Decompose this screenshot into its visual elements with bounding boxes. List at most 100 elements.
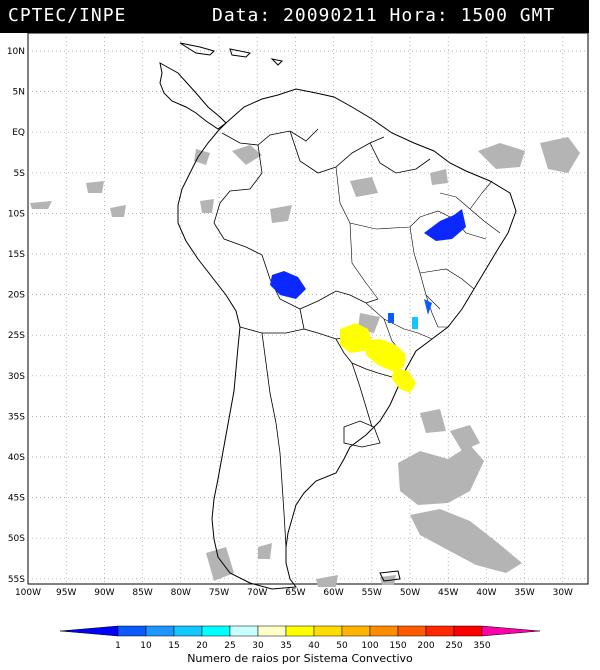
lat-tick-label: 10S (8, 209, 25, 219)
caribbean-islands (179, 42, 284, 66)
lightning-cluster-blue (388, 313, 394, 323)
cloud-patch (232, 145, 262, 165)
lat-tick-label: 40S (8, 453, 25, 463)
lat-tick-label: 10N (7, 47, 25, 57)
legend-label: 35 (280, 641, 291, 651)
legend-caption: Numero de raios por Sistema Convectivo (187, 652, 413, 665)
cloud-patch (206, 547, 234, 581)
lon-tick-label: 80W (171, 588, 191, 598)
legend-swatch (201, 625, 231, 637)
legend-label: 150 (389, 641, 406, 651)
map-frame (27, 33, 589, 585)
legend-label: 1 (115, 641, 121, 651)
lat-tick-label: 45S (8, 494, 25, 504)
cloud-patch (410, 509, 522, 573)
legend-swatch (481, 625, 541, 637)
south-america-coast (177, 88, 517, 590)
cloud-patch (86, 181, 104, 193)
legend-label: 50 (336, 641, 348, 651)
lightning-cluster-yellow (340, 323, 372, 353)
falkland-islands (379, 570, 401, 582)
legend-bar (59, 625, 541, 637)
lightning-cluster-blue (424, 209, 466, 241)
cloud-patch (194, 149, 210, 165)
lightning-cluster-yellow (364, 339, 406, 371)
legend-label: 10 (140, 641, 152, 651)
lat-tick-label: 25S (8, 331, 25, 341)
lat-tick-label: 15S (8, 250, 25, 260)
legend-label: 15 (168, 641, 179, 651)
lon-tick-label: 40W (476, 588, 496, 598)
lat-tick-label: 55S (8, 575, 25, 585)
central-america-coast (159, 62, 227, 130)
cloud-patch (270, 205, 292, 223)
lon-tick-label: 90W (94, 588, 114, 598)
lightning-map: 10N5NEQ5S10S15S20S25S30S35S40S45S50S55S … (7, 33, 589, 598)
header-source: CPTEC/INPE (8, 5, 127, 26)
lat-tick-label: 20S (8, 291, 25, 301)
legend-label: 40 (308, 641, 320, 651)
legend-swatch (117, 625, 147, 637)
legend-swatch (313, 625, 343, 637)
cloud-patch (316, 575, 338, 587)
legend-label: 100 (361, 641, 378, 651)
legend-label: 250 (445, 641, 462, 651)
lat-tick-label: 35S (8, 412, 25, 422)
cloud-patch (258, 543, 272, 559)
header-date-time: Data: 20090211 Hora: 1500 GMT (212, 5, 556, 26)
legend-swatch (369, 625, 399, 637)
cloud-patch (420, 409, 446, 433)
lightning-cluster-yellow (392, 367, 416, 393)
cloud-patch (110, 205, 126, 217)
longitude-labels: 100W 95W 90W 85W 80W 75W 70W 65W 60W 55W 50W 45W 40W… (15, 588, 573, 598)
latitude-labels: 10N 5N EQ 5S 10S 15S 20S 25S 30S 35S 40S 45S 50S 55S (7, 47, 25, 585)
cloud-patch (478, 143, 525, 169)
cloud-patch (430, 169, 448, 185)
cloud-patch (350, 177, 378, 197)
lat-tick-label: 30S (8, 372, 25, 382)
legend-label: 25 (224, 641, 235, 651)
legend-labels: 1 10 15 20 25 30 35 40 50 100 150 200 250 350 (115, 641, 491, 651)
legend-swatch (59, 625, 119, 637)
lat-tick-label: 5N (13, 88, 25, 98)
legend-swatch (145, 625, 175, 637)
convective-systems (270, 209, 466, 393)
lat-lon-grid (28, 33, 588, 584)
lightning-cluster-blue (424, 299, 432, 315)
cloud-patch (30, 201, 52, 209)
lon-tick-label: 60W (323, 588, 343, 598)
legend-swatch (257, 625, 287, 637)
legend-label: 350 (473, 641, 490, 651)
coastlines (159, 42, 517, 590)
legend-swatch (425, 625, 455, 637)
legend-label: 20 (196, 641, 208, 651)
cloud-patch (200, 199, 214, 213)
map-header: CPTEC/INPE Data: 20090211 Hora: 1500 GMT (0, 0, 589, 33)
cloud-cover (30, 137, 580, 587)
legend-swatch (173, 625, 203, 637)
cloud-patch (450, 425, 480, 451)
lon-tick-label: 55W (362, 588, 382, 598)
legend-label: 30 (252, 641, 264, 651)
lon-tick-label: 50W (400, 588, 420, 598)
lon-tick-label: 100W (15, 588, 41, 598)
lat-tick-label: 50S (8, 534, 25, 544)
legend-swatch (341, 625, 371, 637)
lon-tick-label: 75W (209, 588, 229, 598)
lat-tick-label: EQ (12, 128, 25, 138)
lon-tick-label: 45W (438, 588, 458, 598)
legend-swatch (397, 625, 427, 637)
lon-tick-label: 30W (553, 588, 573, 598)
lon-tick-label: 85W (132, 588, 152, 598)
cloud-patch (398, 445, 484, 505)
lon-tick-label: 70W (247, 588, 267, 598)
color-legend: 1 10 15 20 25 30 35 40 50 100 150 200 250 350 (59, 625, 541, 651)
lightning-cluster-blue (270, 271, 306, 299)
lightning-cluster-cyan (412, 317, 418, 329)
lon-tick-label: 35W (514, 588, 534, 598)
legend-swatch (285, 625, 315, 637)
legend-label: 200 (417, 641, 434, 651)
lon-tick-label: 95W (56, 588, 76, 598)
cloud-patch (540, 137, 580, 173)
lon-tick-label: 65W (285, 588, 305, 598)
